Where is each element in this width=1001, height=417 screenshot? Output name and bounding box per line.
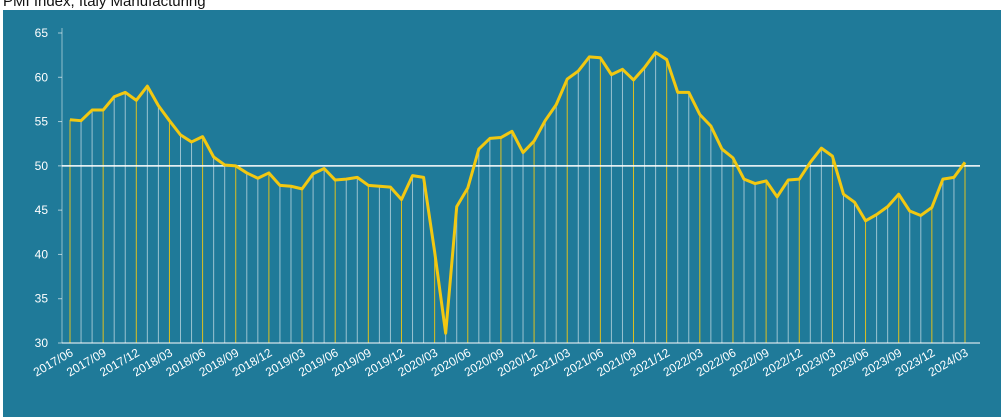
y-tick-label: 55 <box>35 115 49 129</box>
y-tick-label: 50 <box>35 159 49 173</box>
y-tick-label: 40 <box>35 247 49 261</box>
data-line <box>69 50 967 335</box>
y-tick-label: 30 <box>35 336 49 350</box>
y-tick-label: 65 <box>35 26 49 40</box>
y-tick-label: 60 <box>35 70 49 84</box>
chart-title: PMI Index, Italy Manufacturing <box>3 0 206 10</box>
y-tick-label: 35 <box>35 292 49 306</box>
y-tick-label: 45 <box>35 203 49 217</box>
